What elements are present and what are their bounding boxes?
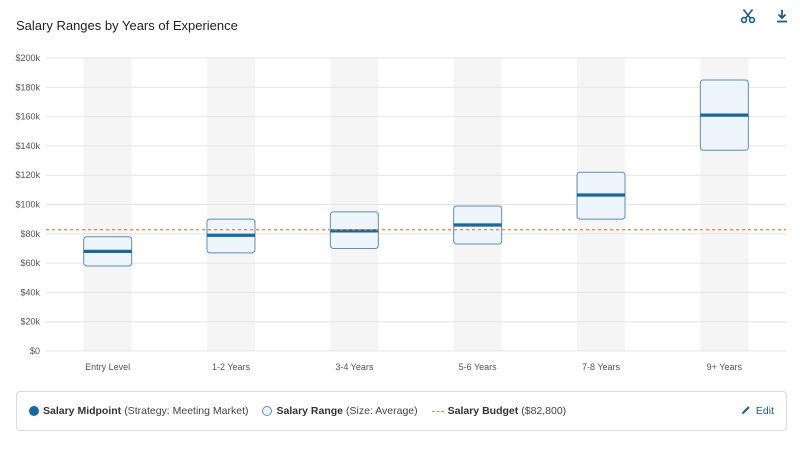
y-tick-label: $60k [20, 258, 40, 268]
midpoint-swatch-icon [29, 406, 39, 416]
legend-range-note: (Size: Average) [346, 405, 418, 417]
edit-label: Edit [755, 405, 774, 417]
legend-range-label: Salary Range [276, 405, 344, 417]
legend-budget-note: ($82,800) [521, 405, 567, 417]
y-tick-label: $40k [20, 287, 40, 297]
legend-item-range[interactable]: Salary Range (Size: Average) [262, 405, 418, 417]
x-tick-label: Entry Level [85, 362, 130, 372]
x-tick-label: 5-6 Years [459, 362, 498, 372]
y-tick-label: $80k [20, 229, 40, 239]
y-tick-label: $0 [30, 346, 40, 356]
x-tick-label: 7-8 Years [582, 362, 621, 372]
y-tick-label: $160k [15, 112, 40, 122]
range-swatch-icon [262, 406, 273, 416]
y-tick-label: $100k [15, 200, 40, 210]
pencil-icon [741, 405, 751, 418]
edit-button[interactable]: Edit [741, 405, 774, 418]
chart-toolbar [738, 6, 792, 26]
scissors-icon[interactable] [738, 6, 758, 26]
legend-item-midpoint[interactable]: Salary Midpoint (Strategy: Meeting Marke… [29, 405, 248, 417]
y-tick-label: $200k [15, 53, 40, 63]
x-tick-label: 3-4 Years [335, 362, 374, 372]
legend-midpoint-label: Salary Midpoint [43, 405, 122, 417]
chart-plot: $0 $20k $40k $60k $80k $100k $120k $140k $160k $1… [15, 53, 786, 372]
budget-swatch-icon [431, 410, 444, 412]
legend-item-budget[interactable]: Salary Budget ($82,800) [431, 405, 567, 417]
chart-legend: Salary Midpoint (Strategy: Meeting Marke… [16, 391, 787, 431]
legend-budget-label: Salary Budget [447, 405, 519, 417]
y-tick-label: $140k [15, 141, 40, 151]
y-tick-label: $20k [20, 317, 40, 327]
download-icon[interactable] [772, 6, 792, 26]
x-tick-label: 9+ Years [707, 362, 743, 372]
y-tick-label: $120k [15, 170, 40, 180]
legend-midpoint-note: (Strategy: Meeting Market) [124, 405, 249, 417]
x-tick-label: 1-2 Years [212, 362, 251, 372]
y-tick-label: $180k [15, 82, 40, 92]
chart-title: Salary Ranges by Years of Experience [16, 18, 238, 33]
